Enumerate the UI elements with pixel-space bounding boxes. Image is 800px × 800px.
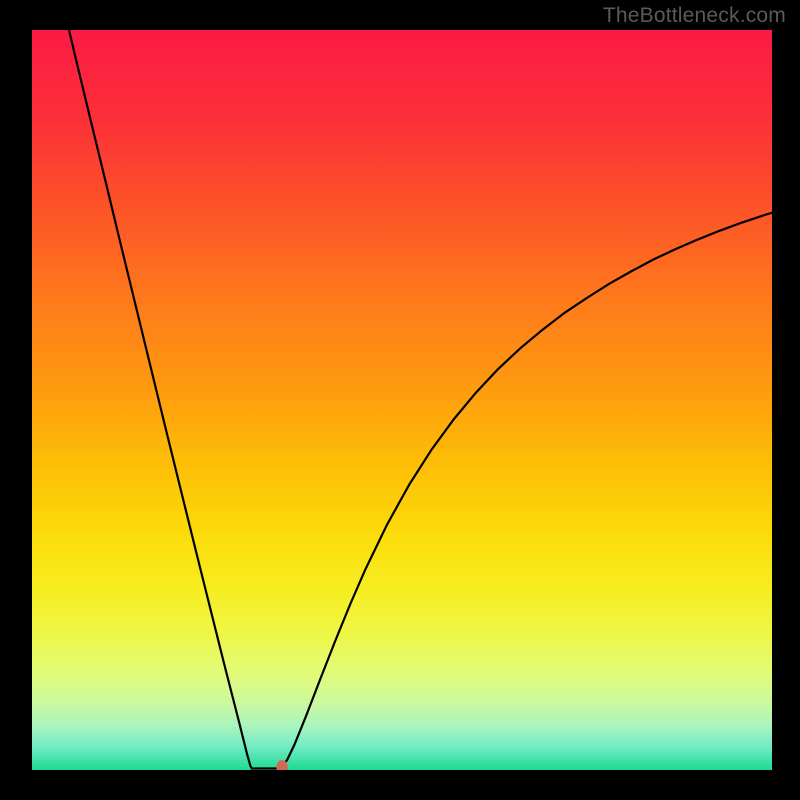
chart-frame: TheBottleneck.com	[0, 0, 800, 800]
bottleneck-chart	[0, 0, 800, 800]
optimal-point-marker	[277, 760, 287, 773]
watermark-text: TheBottleneck.com	[603, 4, 786, 28]
plot-background	[32, 30, 772, 770]
